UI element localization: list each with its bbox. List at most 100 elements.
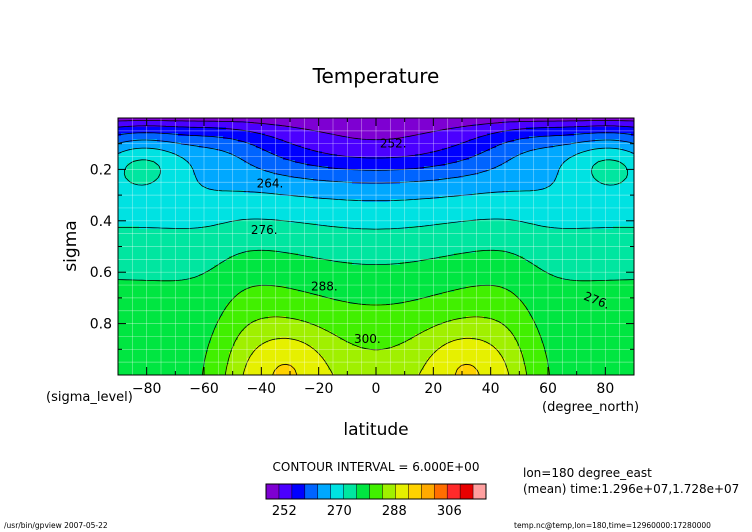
contour-cell bbox=[616, 190, 620, 194]
contour-cell bbox=[298, 202, 302, 206]
contour-cell bbox=[517, 202, 521, 206]
contour-cell bbox=[148, 142, 152, 146]
contour-cell bbox=[181, 190, 185, 194]
contour-cell bbox=[565, 193, 569, 197]
contour-cell bbox=[403, 187, 407, 191]
contour-cell bbox=[394, 154, 398, 158]
contour-cell bbox=[175, 184, 179, 188]
contour-cell bbox=[334, 202, 338, 206]
contour-cell bbox=[346, 196, 350, 200]
contour-cell bbox=[127, 154, 131, 158]
contour-cell bbox=[226, 181, 230, 185]
contour-cell bbox=[262, 199, 266, 203]
contour-cell bbox=[415, 202, 419, 206]
contour-cell bbox=[226, 166, 230, 170]
contour-cell bbox=[553, 154, 557, 158]
contour-cell bbox=[253, 199, 257, 203]
contour-cell bbox=[139, 157, 143, 161]
contour-cell bbox=[595, 145, 599, 149]
contour-cell bbox=[352, 193, 356, 197]
contour-cell bbox=[394, 124, 398, 128]
contour-cell bbox=[145, 130, 149, 134]
contour-cell bbox=[559, 184, 563, 188]
contour-cell bbox=[541, 133, 545, 137]
contour-cell bbox=[343, 169, 347, 173]
contour-cell bbox=[526, 202, 530, 206]
contour-cell bbox=[187, 139, 191, 143]
contour-cell bbox=[631, 169, 634, 173]
contour-cell bbox=[172, 196, 176, 200]
contour-cell bbox=[283, 175, 287, 179]
contour-cell bbox=[463, 148, 467, 152]
contour-cell bbox=[535, 169, 539, 173]
contour-cell bbox=[292, 190, 296, 194]
contour-cell bbox=[151, 145, 155, 149]
contour-cell bbox=[415, 142, 419, 146]
contour-cell bbox=[604, 181, 608, 185]
contour-cell bbox=[217, 178, 221, 182]
contour-cell bbox=[508, 178, 512, 182]
contour-cell bbox=[349, 199, 353, 203]
contour-cell bbox=[358, 169, 362, 173]
contour-cell bbox=[406, 193, 410, 197]
contour-cell bbox=[610, 145, 614, 149]
contour-cell bbox=[253, 124, 257, 128]
contour-cell bbox=[490, 160, 494, 164]
contour-cell bbox=[580, 196, 584, 200]
contour-cell bbox=[580, 172, 584, 176]
contour-cell bbox=[586, 145, 590, 149]
contour-cell bbox=[193, 118, 197, 122]
contour-cell bbox=[520, 175, 524, 179]
contour-cell bbox=[565, 187, 569, 191]
contour-cell bbox=[298, 163, 302, 167]
contour-cell bbox=[145, 169, 149, 173]
contour-cell bbox=[328, 142, 332, 146]
contour-cell bbox=[406, 133, 410, 137]
contour-cell bbox=[466, 181, 470, 185]
contour-cell bbox=[151, 130, 155, 134]
contour-cell bbox=[457, 202, 461, 206]
contour-cell bbox=[541, 118, 545, 122]
contour-cell bbox=[334, 163, 338, 167]
contour-cell bbox=[334, 118, 338, 122]
contour-cell bbox=[202, 178, 206, 182]
contour-cell bbox=[358, 163, 362, 167]
contour-cell bbox=[322, 196, 326, 200]
contour-cell bbox=[361, 175, 365, 179]
contour-cell bbox=[166, 172, 170, 176]
contour-cell bbox=[496, 169, 500, 173]
contour-cell bbox=[478, 154, 482, 158]
contour-cell bbox=[436, 157, 440, 161]
contour-cell bbox=[340, 172, 344, 176]
contour-cell bbox=[280, 151, 284, 155]
contour-cell bbox=[160, 142, 164, 146]
contour-cell bbox=[610, 175, 614, 179]
contour-cell bbox=[343, 187, 347, 191]
contour-cell bbox=[535, 160, 539, 164]
contour-cell bbox=[598, 142, 602, 146]
contour-cell bbox=[463, 190, 467, 194]
contour-cell bbox=[316, 154, 320, 158]
contour-cell bbox=[268, 163, 272, 167]
contour-cell bbox=[304, 202, 308, 206]
contour-cell bbox=[385, 196, 389, 200]
contour-cell bbox=[235, 154, 239, 158]
contour-cell bbox=[310, 118, 314, 122]
contour-cell bbox=[580, 178, 584, 182]
contour-cell bbox=[166, 202, 170, 206]
contour-cell bbox=[595, 190, 599, 194]
contour-cell bbox=[304, 121, 308, 125]
contour-cell bbox=[319, 163, 323, 167]
contour-cell bbox=[409, 193, 413, 197]
contour-cell bbox=[190, 193, 194, 197]
contour-cell bbox=[415, 148, 419, 152]
contour-cell bbox=[391, 145, 395, 149]
contour-cell bbox=[229, 184, 233, 188]
contour-cell bbox=[574, 130, 578, 134]
contour-cell bbox=[331, 127, 335, 131]
contour-cell bbox=[529, 139, 533, 143]
contour-cell bbox=[181, 124, 185, 128]
contour-cell bbox=[334, 127, 338, 131]
contour-cell bbox=[277, 136, 281, 140]
contour-cell bbox=[118, 148, 122, 152]
